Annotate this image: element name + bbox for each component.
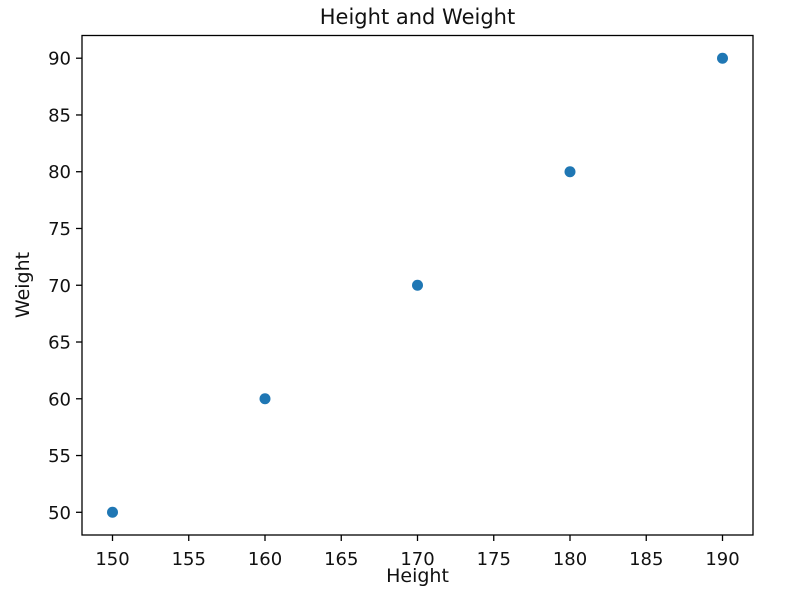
y-tick-label: 90 bbox=[48, 49, 71, 70]
y-tick-label: 70 bbox=[48, 276, 71, 297]
y-tick-label: 80 bbox=[48, 162, 71, 183]
data-point bbox=[107, 506, 118, 518]
y-tick-label: 85 bbox=[48, 105, 71, 126]
x-tick-label: 170 bbox=[400, 549, 434, 570]
data-point bbox=[259, 393, 271, 405]
x-tick-label: 185 bbox=[629, 549, 663, 570]
x-axis-label: Height bbox=[386, 565, 449, 587]
y-tick-label: 65 bbox=[48, 333, 71, 354]
x-tick-label: 175 bbox=[477, 549, 511, 570]
x-tick-label: 190 bbox=[705, 549, 739, 570]
data-point bbox=[412, 279, 423, 291]
x-tick-label: 165 bbox=[324, 549, 358, 570]
data-point bbox=[564, 166, 576, 178]
x-tick-label: 180 bbox=[553, 549, 587, 570]
chart-title: Height and Weight bbox=[319, 5, 516, 29]
x-tick-label: 155 bbox=[172, 549, 206, 570]
y-tick-label: 75 bbox=[48, 219, 71, 240]
y-tick-label: 55 bbox=[48, 446, 71, 467]
y-axis-label: Weight bbox=[12, 251, 34, 319]
y-tick-label: 60 bbox=[48, 389, 71, 410]
x-tick-label: 150 bbox=[95, 549, 129, 570]
x-tick-label: 160 bbox=[248, 549, 282, 570]
y-tick-label: 50 bbox=[48, 503, 71, 524]
data-point bbox=[717, 52, 728, 64]
